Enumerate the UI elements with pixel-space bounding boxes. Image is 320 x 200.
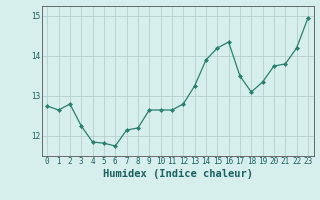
X-axis label: Humidex (Indice chaleur): Humidex (Indice chaleur) (103, 169, 252, 179)
